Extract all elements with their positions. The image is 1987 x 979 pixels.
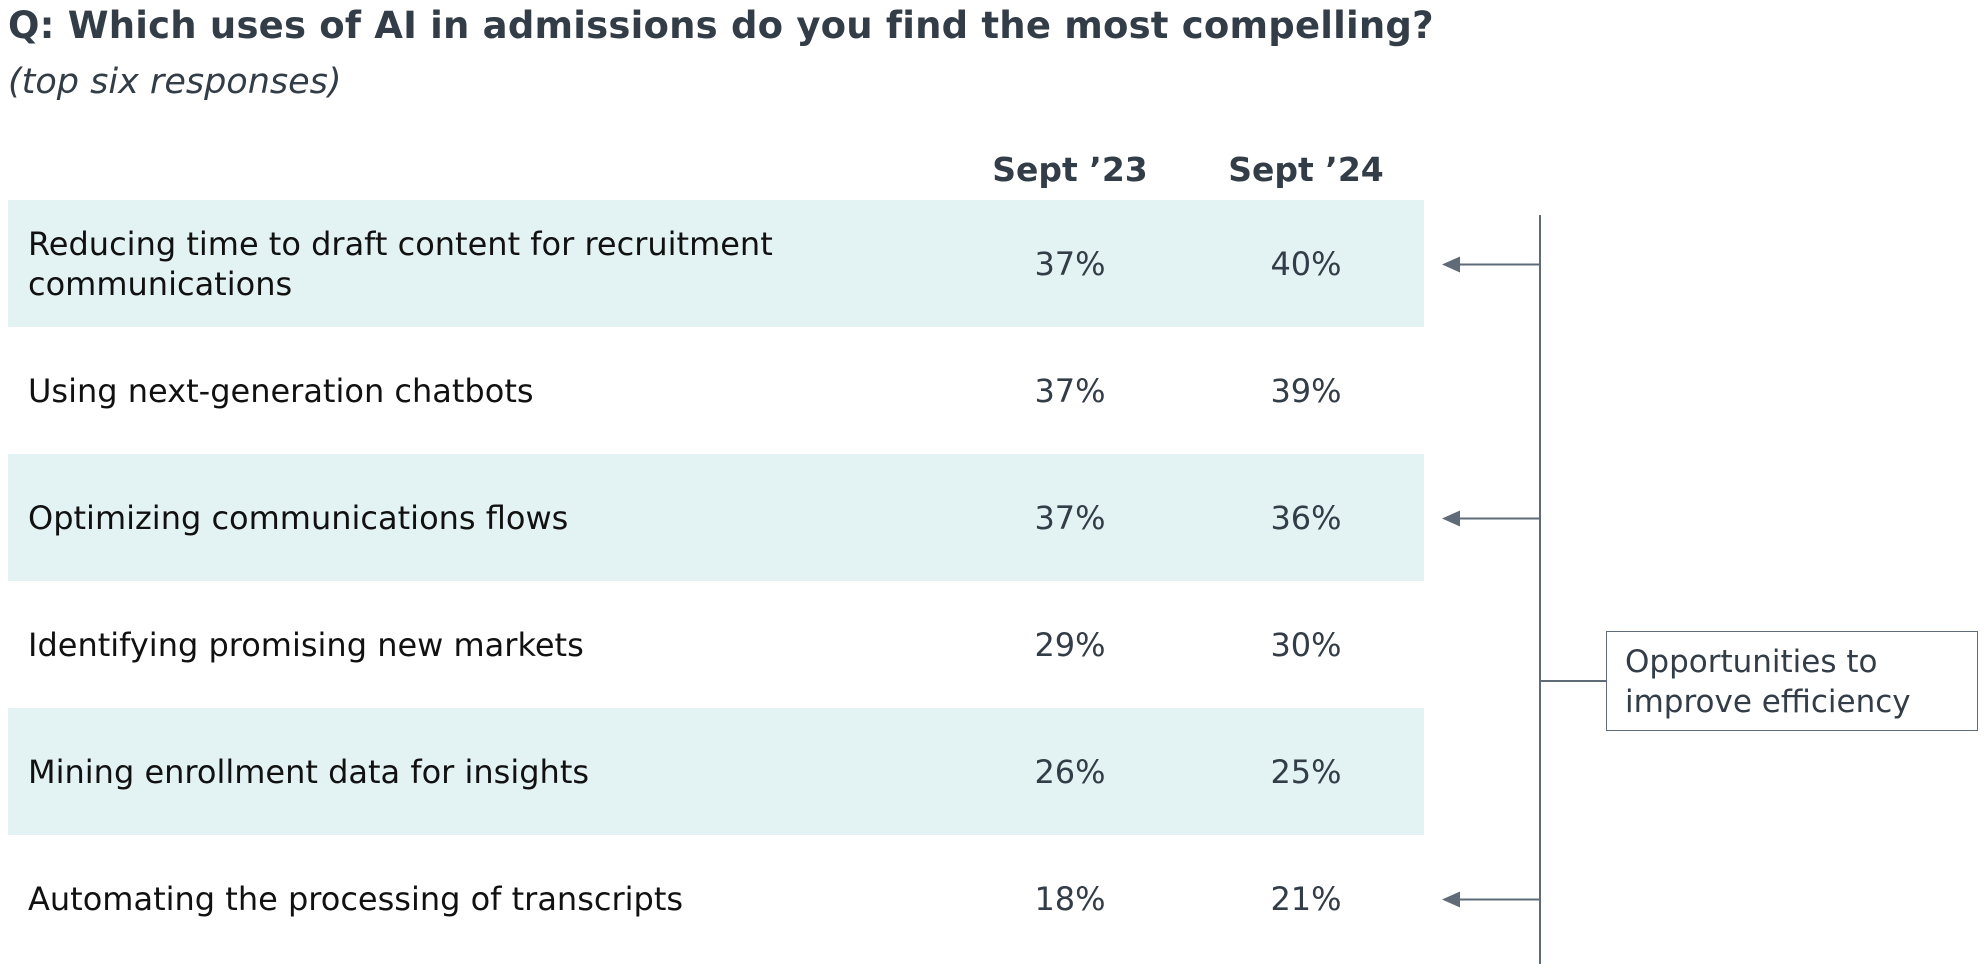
chart-subtitle: (top six responses) (8, 62, 342, 102)
arrowhead-icon (1442, 256, 1460, 273)
value-sept-23: 18% (1034, 879, 1106, 918)
value-sept-23: 37% (1034, 244, 1106, 283)
row-label: Using next-generation chatbots (28, 371, 534, 410)
efficiency-annotation: Opportunities to improve efficiency (1606, 631, 1978, 731)
row-label: Optimizing communications flows (28, 498, 569, 537)
value-sept-23: 26% (1034, 752, 1106, 791)
value-sept-23: 29% (1034, 625, 1106, 664)
value-sept-24: 30% (1270, 625, 1342, 664)
value-sept-24: 40% (1270, 244, 1342, 283)
table-row: Reducing time to draft content for recru… (8, 200, 1424, 327)
row-label: Reducing time to draft content for recru… (28, 224, 773, 303)
arrowhead-icon (1442, 891, 1460, 908)
table-row: Identifying promising new markets 29% 30% (8, 581, 1424, 708)
value-sept-23: 37% (1034, 498, 1106, 537)
table-row: Using next-generation chatbots 37% 39% (8, 327, 1424, 454)
value-sept-23: 37% (1034, 371, 1106, 410)
value-sept-24: 21% (1270, 879, 1342, 918)
row-label: Identifying promising new markets (28, 625, 584, 664)
arrowhead-icon (1442, 510, 1460, 527)
table-row: Mining enrollment data for insights 26% 25… (8, 708, 1424, 835)
value-sept-24: 39% (1270, 371, 1342, 410)
table-row: Optimizing communications flows 37% 36% (8, 454, 1424, 581)
value-sept-24: 36% (1270, 498, 1342, 537)
row-label: Mining enrollment data for insights (28, 752, 590, 791)
column-header-sept-24: Sept ’24 (1228, 150, 1384, 189)
row-label: Automating the processing of transcripts (28, 879, 684, 918)
column-header-sept-23: Sept ’23 (992, 150, 1148, 189)
chart-title: Q: Which uses of AI in admissions do you… (8, 4, 1434, 47)
value-sept-24: 25% (1270, 752, 1342, 791)
table-row: Automating the processing of transcripts… (8, 835, 1424, 962)
